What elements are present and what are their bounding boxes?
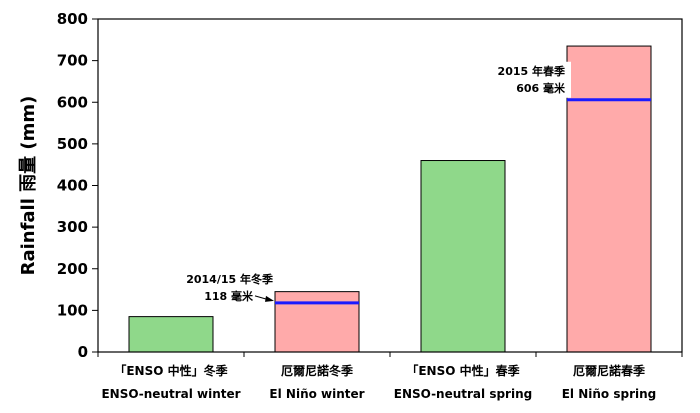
- x-category-label-zh: 厄爾尼諾冬季: [281, 363, 354, 378]
- y-tick-label: 600: [57, 93, 88, 111]
- annotation-label-line1: 2014/15 年冬季: [186, 272, 274, 286]
- x-category-label-en: El Niño winter: [269, 387, 364, 401]
- y-tick-label: 200: [57, 260, 88, 278]
- x-category-label-zh: 厄爾尼諾春季: [573, 363, 646, 378]
- annotation-label-line2: 606 毫米: [516, 81, 566, 95]
- annotation-label-line1: 2015 年春季: [498, 64, 566, 78]
- plot-area: 2014/15 年冬季 118 毫米 2015 年春季 606 毫米 0 100 200 30…: [17, 10, 683, 401]
- y-tick-label: 300: [57, 218, 88, 236]
- bar: [128, 316, 214, 353]
- y-tick-label: 400: [57, 177, 88, 195]
- annotation-label-line2: 118 毫米: [204, 289, 254, 303]
- y-tick-label: 0: [78, 343, 88, 361]
- x-category-label-zh: 「ENSO 中性」冬季: [114, 363, 228, 378]
- annotation-arrow-head: [265, 295, 274, 302]
- x-category-label-en: ENSO-neutral spring: [394, 387, 532, 401]
- y-tick-label: 700: [57, 52, 88, 70]
- bar: [274, 291, 360, 353]
- y-tick-label: 100: [57, 301, 88, 319]
- x-category-label-en: ENSO-neutral winter: [101, 387, 240, 401]
- annotation-background: [471, 61, 571, 98]
- y-axis-title: Rainfall 雨量 (mm): [17, 96, 39, 276]
- y-tick-label: 500: [57, 135, 88, 153]
- y-tick-label: 800: [57, 10, 88, 28]
- x-category-label-en: El Niño spring: [562, 387, 657, 401]
- x-category-label-zh: 「ENSO 中性」春季: [406, 363, 520, 378]
- bar: [566, 45, 652, 353]
- bar: [420, 160, 506, 353]
